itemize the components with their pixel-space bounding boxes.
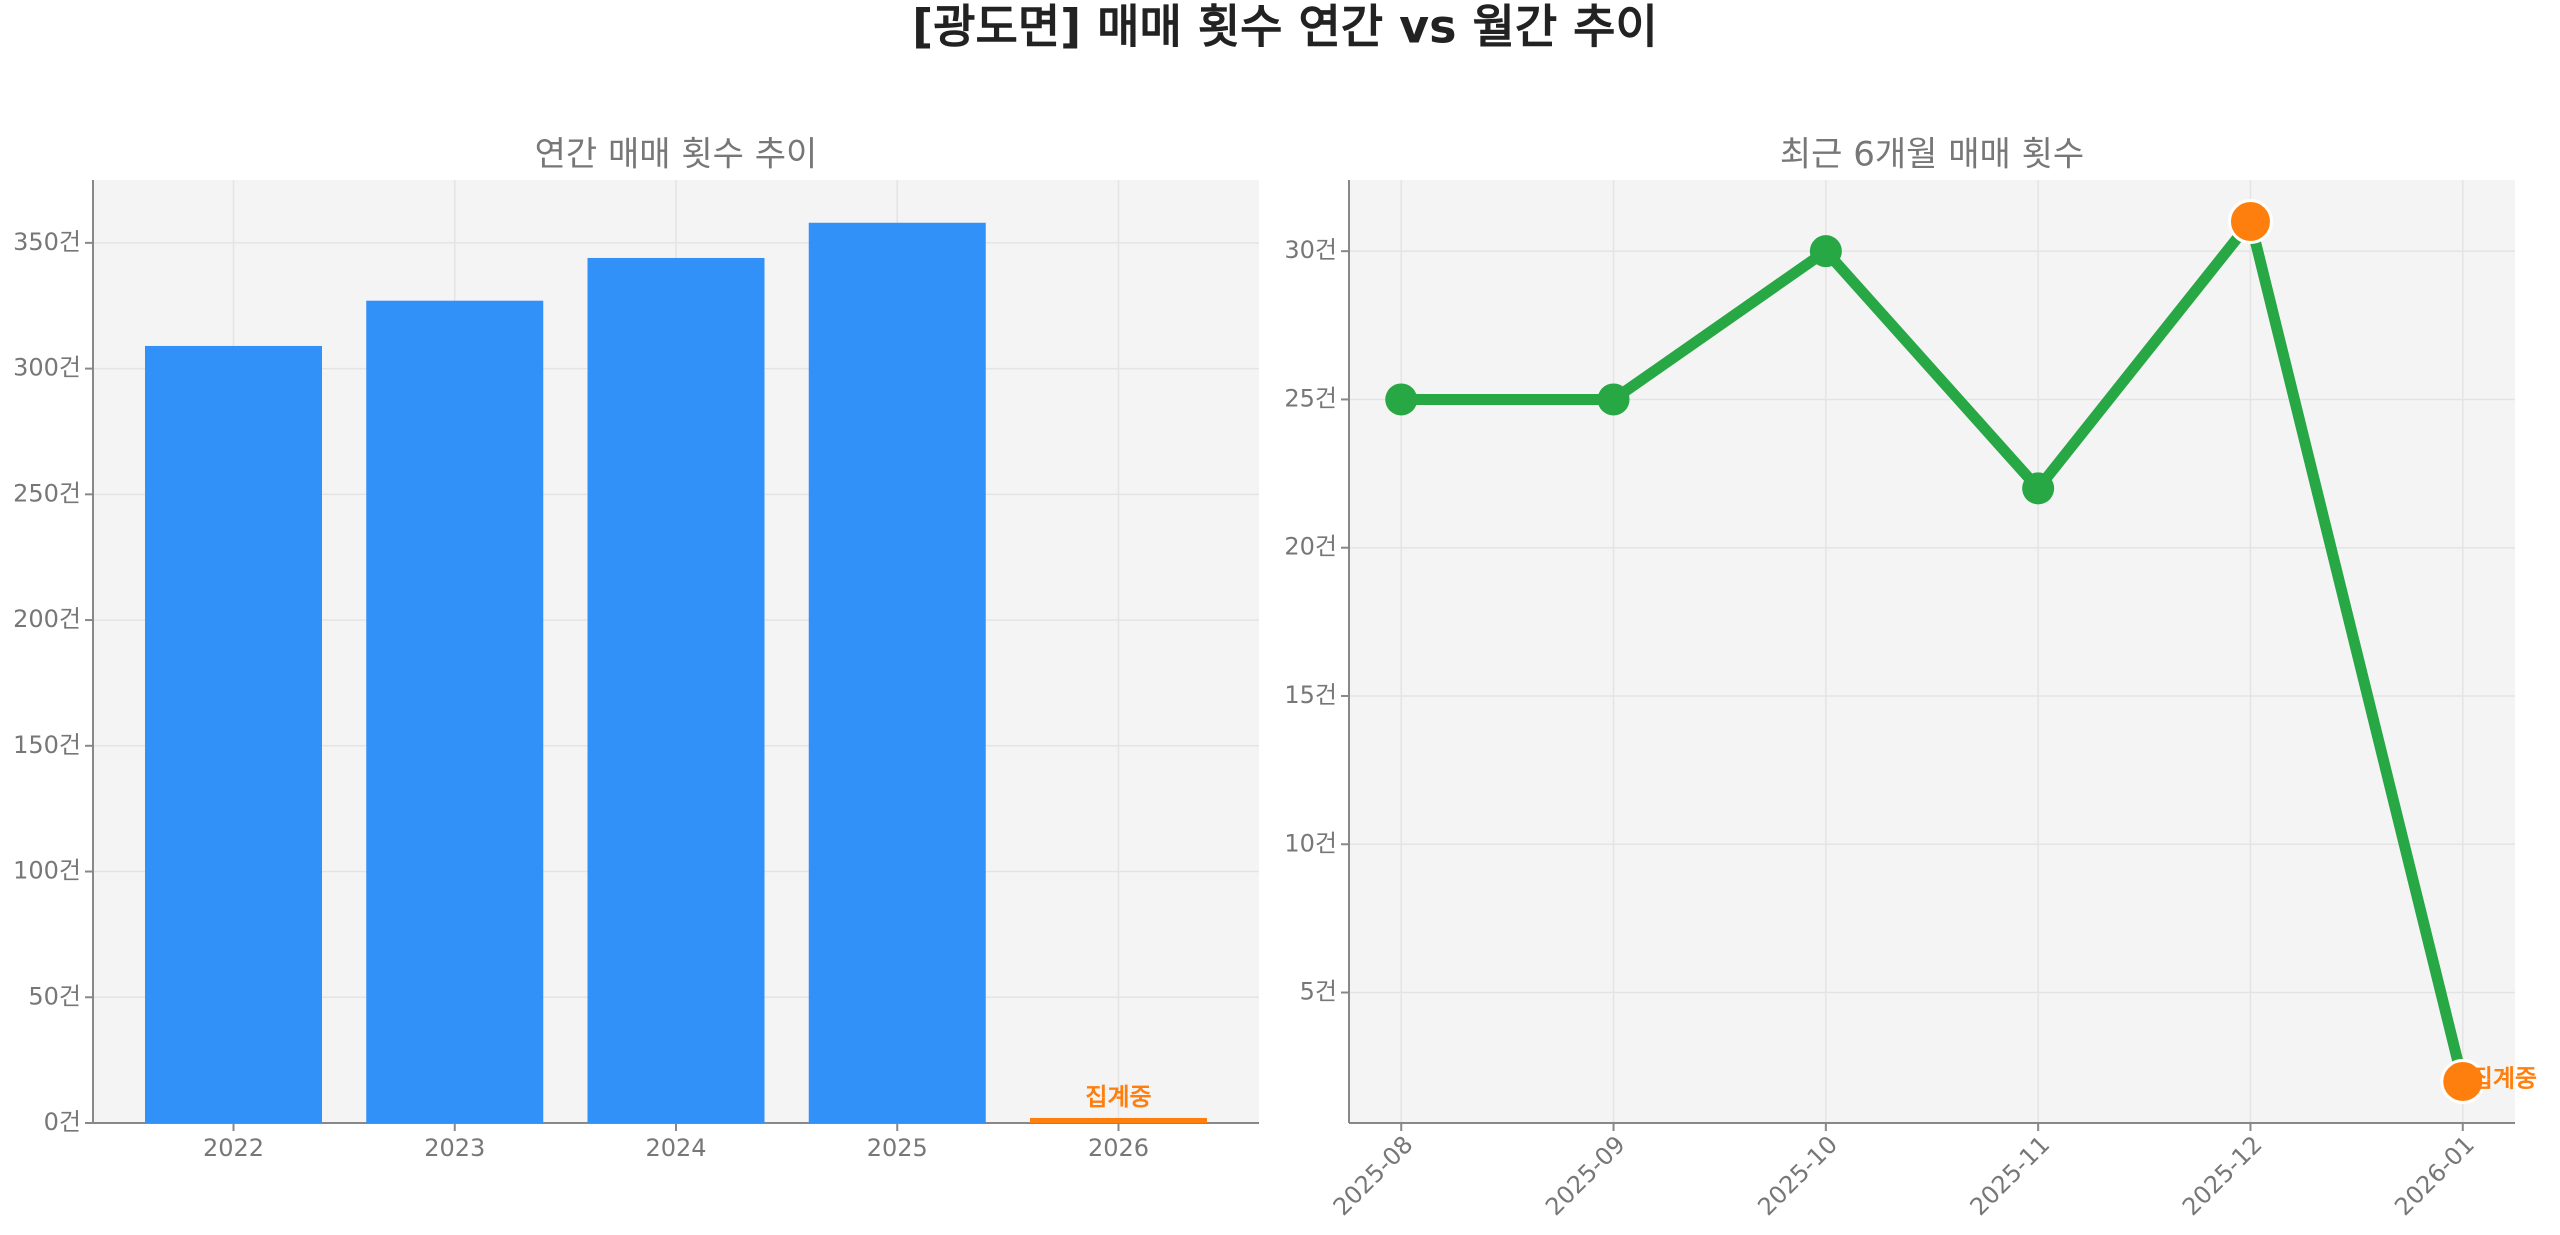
y-tick-label: 15건: [1284, 681, 1337, 709]
bar: [587, 257, 765, 1123]
y-tick-label: 100건: [13, 857, 81, 885]
x-tick-label: 2025-11: [1965, 1130, 2056, 1221]
x-tick-label: 2026: [1088, 1134, 1149, 1162]
marker: [2227, 199, 2273, 245]
y-tick-label: 300건: [13, 354, 81, 382]
chart-title: [광도면] 매매 횟수 연간 vs 월간 추이: [912, 0, 1658, 54]
bar: [366, 300, 544, 1124]
x-tick-label: 2025: [867, 1134, 928, 1162]
x-tick-label: 2024: [645, 1134, 706, 1162]
x-tick-label: 2025-12: [2177, 1130, 2268, 1221]
plot-area: [1349, 180, 2515, 1123]
x-tick-label: 2025-08: [1328, 1130, 1419, 1221]
y-tick-label: 25건: [1284, 384, 1337, 412]
marker: [2022, 472, 2055, 505]
bar: [1030, 1117, 1208, 1123]
y-tick-label: 250건: [13, 479, 81, 507]
bar: [808, 222, 986, 1123]
x-tick-label: 2026-01: [2389, 1130, 2480, 1221]
marker: [1597, 383, 1630, 416]
marker: [1809, 235, 1842, 268]
y-tick-label: 30건: [1284, 236, 1337, 264]
annotation: 집계중: [1085, 1083, 1151, 1111]
y-tick-label: 200건: [13, 605, 81, 633]
bar: [144, 345, 322, 1123]
y-tick-label: 350건: [13, 228, 81, 256]
y-tick-label: 0건: [44, 1108, 81, 1136]
annotation: 집계중: [2471, 1064, 2537, 1092]
y-tick-label: 20건: [1284, 533, 1337, 561]
line: [1401, 216, 2469, 1083]
x-tick-label: 2022: [203, 1134, 264, 1162]
y-tick-label: 5건: [1300, 978, 1337, 1006]
x-tick-label: 2023: [424, 1134, 485, 1162]
x-tick-label: 2025-09: [1540, 1130, 1631, 1221]
y-tick-label: 150건: [13, 731, 81, 759]
subplot-title: 연간 매매 횟수 추이: [535, 135, 818, 175]
marker: [1385, 383, 1418, 416]
y-tick-label: 50건: [28, 982, 81, 1010]
subplot-title: 최근 6개월 매매 횟수: [1780, 135, 2084, 175]
y-tick-label: 10건: [1284, 829, 1337, 857]
x-tick-label: 2025-10: [1752, 1130, 1843, 1221]
marker: [2440, 1058, 2486, 1104]
